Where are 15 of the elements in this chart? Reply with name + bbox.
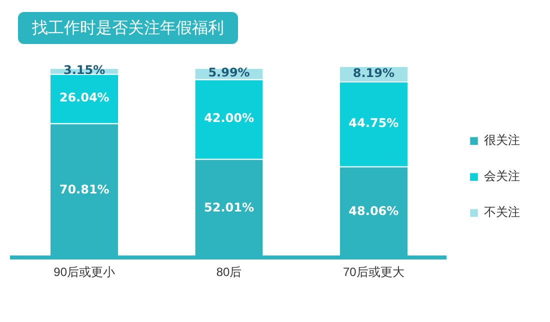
data-label: 52.01% (204, 200, 254, 214)
chart-title: 找工作时是否关注年假福利 (18, 12, 238, 44)
data-label: 44.75% (348, 116, 399, 130)
data-label: 70.81% (59, 182, 110, 197)
legend-label: 会关注 (484, 169, 520, 184)
x-tick-label: 70后或更大 (342, 265, 404, 280)
data-label: 5.99% (208, 66, 250, 80)
legend-label: 很关注 (484, 133, 520, 148)
data-label: 8.19% (352, 66, 394, 80)
data-label: 26.04% (59, 90, 110, 105)
legend-label: 不关注 (484, 205, 520, 220)
data-label: 48.06% (348, 204, 399, 218)
x-tick-label: 90后或更小 (54, 265, 116, 280)
x-tick-label: 80后 (216, 265, 242, 280)
data-label: 42.00% (204, 111, 254, 126)
